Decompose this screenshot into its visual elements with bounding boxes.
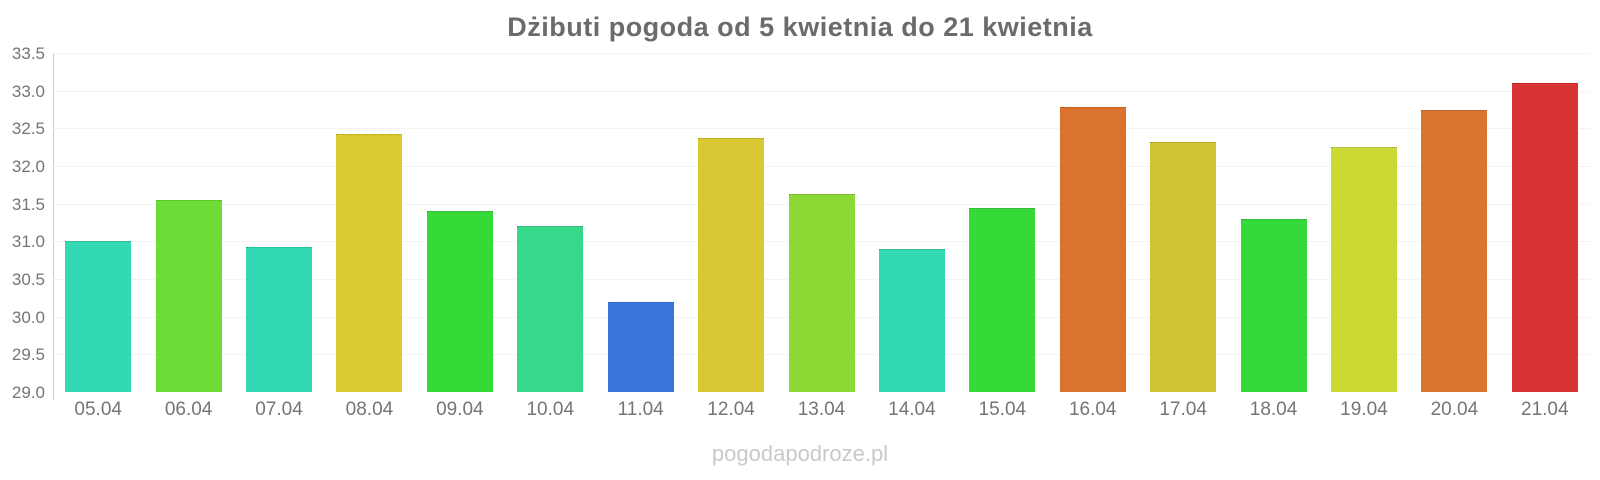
gridline <box>53 90 1590 92</box>
y-axis-tick-label: 29.5 <box>11 345 45 365</box>
temperature-bar-21.04 <box>1511 83 1578 392</box>
watermark-text: pogodapodroze.pl <box>711 441 889 466</box>
temperature-bar-10.04 <box>517 226 584 392</box>
plot-area <box>53 53 1590 392</box>
temperature-bar-20.04 <box>1421 109 1488 392</box>
temperature-bar-08.04 <box>336 134 403 392</box>
y-axis-tick-label: 32.5 <box>11 119 45 139</box>
y-axis-tick-label: 33.5 <box>11 44 45 63</box>
y-axis-tick-label: 32.0 <box>11 157 45 176</box>
y-axis-tick-label: 31.0 <box>11 232 45 252</box>
x-axis-tick-label: 06.04 <box>164 399 213 420</box>
x-axis-tick-label: 19.04 <box>1340 399 1388 420</box>
x-axis-tick-label: 08.04 <box>345 399 394 420</box>
y-axis-tick-label: 29.0 <box>11 383 45 402</box>
temperature-bar-15.04 <box>969 208 1036 392</box>
chart-title: Dżibuti pogoda od 5 kwietnia do 21 kwiet… <box>507 12 1093 42</box>
temperature-bar-06.04 <box>155 199 222 392</box>
x-axis-tick-label: 18.04 <box>1249 399 1298 420</box>
y-axis-tick-label: 30.5 <box>11 270 45 289</box>
y-axis-tick-label: 30.0 <box>11 307 45 327</box>
x-axis-tick-label: 14.04 <box>888 399 936 420</box>
x-axis-tick-label: 10.04 <box>526 399 575 420</box>
temperature-bar-05.04 <box>65 241 132 392</box>
gridline <box>53 128 1590 130</box>
temperature-bar-07.04 <box>246 246 313 392</box>
temperature-bar-11.04 <box>607 301 674 392</box>
x-axis-tick-label: 17.04 <box>1159 399 1207 420</box>
temperature-bar-12.04 <box>698 138 765 392</box>
y-axis-tick-label: 33.0 <box>11 81 45 101</box>
x-axis-tick-label: 05.04 <box>74 399 122 420</box>
y-axis-line <box>53 53 54 400</box>
temperature-bar-19.04 <box>1330 147 1397 392</box>
temperature-bar-13.04 <box>788 193 855 392</box>
x-axis-tick-label: 13.04 <box>797 399 846 420</box>
temperature-bar-14.04 <box>878 248 945 392</box>
gridline <box>53 166 1590 167</box>
gridline <box>53 53 1590 54</box>
temperature-bar-18.04 <box>1240 218 1307 392</box>
x-axis-tick-label: 20.04 <box>1430 399 1479 420</box>
temperature-bar-17.04 <box>1150 141 1217 392</box>
x-axis-tick-label: 16.04 <box>1068 399 1117 420</box>
y-axis-tick-label: 31.5 <box>11 194 45 214</box>
x-axis-tick-label: 15.04 <box>978 399 1027 420</box>
x-axis-tick-label: 09.04 <box>436 399 484 420</box>
x-axis-tick-label: 12.04 <box>707 399 755 420</box>
x-axis-tick-label: 21.04 <box>1521 399 1569 420</box>
temperature-bar-16.04 <box>1059 107 1126 392</box>
x-axis-tick-label: 11.04 <box>617 399 664 420</box>
temperature-bar-09.04 <box>426 211 493 392</box>
x-axis-tick-label: 07.04 <box>255 399 303 420</box>
